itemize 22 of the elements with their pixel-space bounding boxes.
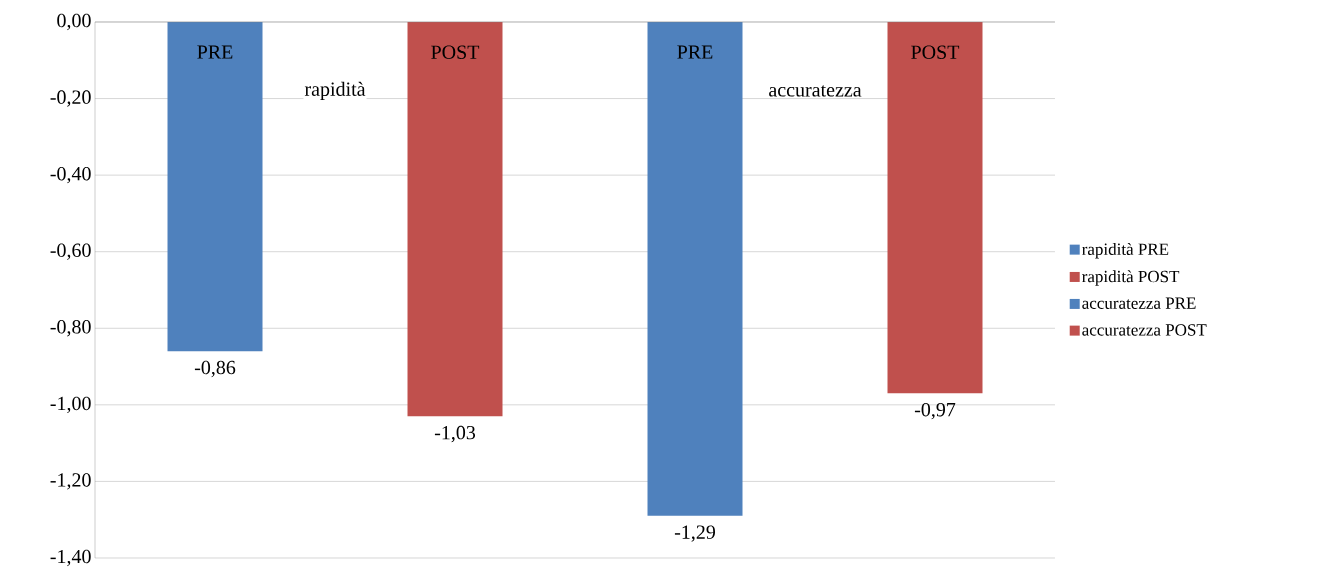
legend-label: rapidità PRE <box>1082 242 1169 259</box>
annotation: accuratezza <box>769 85 862 97</box>
y-tick-label: -0,20 <box>50 90 91 107</box>
data-label: -1,29 <box>674 525 716 542</box>
data-label: -1,03 <box>434 425 476 443</box>
y-tick-label: -1,20 <box>50 473 91 490</box>
y-tick-label: -0,80 <box>50 320 91 337</box>
legend-label: rapidità POST <box>1082 270 1180 286</box>
legend-label: accuratezza POST <box>1082 324 1207 336</box>
y-tick-label: -1,00 <box>50 396 91 414</box>
annotation: rapidità <box>304 81 366 100</box>
data-label: -0,86 <box>194 360 236 378</box>
x-tick-label: PRE <box>677 45 713 59</box>
x-tick-label: POST <box>911 45 960 59</box>
y-tick-label: 0,00 <box>57 13 91 31</box>
x-tick-label: POST <box>431 45 480 59</box>
x-tick-label: PRE <box>197 45 233 59</box>
data-label: -0,97 <box>914 402 956 420</box>
legend-label: accuratezza PRE <box>1082 297 1196 309</box>
y-tick-label: -0,60 <box>50 243 91 260</box>
y-tick-label: -0,40 <box>50 166 91 184</box>
y-tick-label: -1,40 <box>50 549 91 567</box>
